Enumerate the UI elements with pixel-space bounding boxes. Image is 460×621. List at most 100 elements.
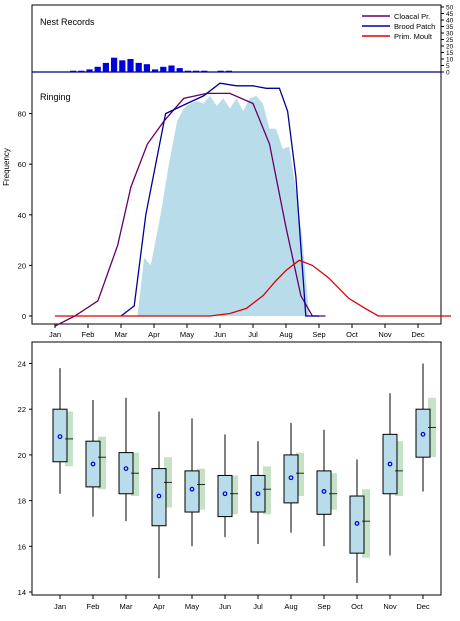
- mean-marker-sep: [321, 489, 327, 494]
- nest-y-tick-label: 10: [446, 57, 454, 64]
- ringing-title: Ringing: [40, 92, 71, 102]
- mean-marker-jun: [222, 491, 228, 497]
- mean-marker-aug: [288, 475, 294, 481]
- nest-bar-apr-4: [127, 59, 134, 72]
- nest-y-tick-label: 50: [446, 5, 454, 12]
- nest-y-tick-label: 15: [446, 50, 454, 57]
- mean-marker-apr: [156, 493, 162, 499]
- nest-y-tick-label: 20: [446, 44, 454, 51]
- nest-bar-jun-4: [193, 70, 200, 72]
- box-y-tick-label: 18: [18, 497, 26, 506]
- legend-label-moult: Prim. Moult: [394, 32, 433, 41]
- nest-bar-mar-3: [86, 69, 93, 72]
- range-bar-aug: [296, 452, 304, 497]
- range-bar-mar: [131, 452, 139, 497]
- ringing-y-tick-label: 60: [18, 160, 26, 169]
- mean-marker-jan: [57, 434, 63, 440]
- mean-marker-mar: [123, 466, 129, 472]
- mean-marker-may: [189, 486, 195, 492]
- bottom-month-label: Mar: [120, 602, 133, 611]
- box-y-tick-label: 22: [18, 405, 26, 414]
- legend-label-cloacal: Cloacal Pr.: [394, 12, 430, 21]
- bottom-month-label: Nov: [383, 602, 397, 611]
- nest-bar-may-2: [143, 64, 150, 72]
- range-bar-feb: [98, 436, 106, 490]
- ringing-axis: 0 20 40 60 80: [18, 110, 32, 321]
- bottom-month-label: Sep: [317, 602, 330, 611]
- nest-y-tick-label: 35: [446, 24, 454, 31]
- bottom-month-label: Feb: [87, 602, 100, 611]
- nest-bar-apr-3: [119, 60, 126, 72]
- nest-bar-may-4: [160, 66, 167, 72]
- legend-label-brood: Brood Patch: [394, 22, 435, 31]
- nest-bar-jul-1: [201, 70, 208, 72]
- ringing-y-tick-label: 80: [18, 110, 26, 119]
- box-axis: 14 16 18 20 22 24: [18, 360, 32, 597]
- range-bar-nov: [395, 441, 403, 497]
- bottom-month-label: Apr: [153, 602, 165, 611]
- top-month-label: Oct: [346, 330, 359, 339]
- nest-records-title: Nest Records: [40, 17, 95, 27]
- series-line-cloacal-pr: [54, 92, 326, 327]
- nest-bar-jun-2: [176, 68, 183, 72]
- top-month-label: Nov: [378, 330, 392, 339]
- nest-y-tick-label: 30: [446, 31, 454, 38]
- range-bar-jul: [263, 466, 271, 515]
- top-month-label: Jul: [248, 330, 258, 339]
- range-bar-may: [197, 468, 205, 510]
- box-jan: [52, 408, 68, 463]
- bottom-month-label: May: [185, 602, 199, 611]
- ringing-area: [137, 95, 343, 317]
- box-jul: [250, 474, 266, 513]
- ringing-y-tick-label: 0: [22, 312, 26, 321]
- range-bar-oct: [362, 489, 370, 558]
- nest-bar-jul-3: [217, 70, 224, 72]
- nest-bar-may-3: [152, 69, 159, 72]
- nest-bar-mar-1: [70, 70, 77, 72]
- nest-records-bars: [70, 57, 232, 72]
- box-feb: [85, 440, 101, 488]
- box-aug: [283, 454, 299, 504]
- mean-marker-jul: [255, 491, 261, 497]
- range-bar-jun: [230, 475, 238, 515]
- nest-bar-jun-3: [184, 70, 191, 72]
- box-plots: [52, 363, 436, 583]
- top-month-label: Sep: [312, 330, 325, 339]
- bottom-panel-frame: [31, 341, 442, 596]
- top-month-label: Aug: [279, 330, 292, 339]
- box-y-tick-label: 16: [18, 542, 26, 551]
- bottom-month-axis: Jan Feb Mar Apr May Jun Jul Aug Sep Oct Nov Dec: [54, 595, 430, 611]
- bottom-month-label: Dec: [416, 602, 430, 611]
- range-bar-sep: [329, 473, 337, 510]
- mean-marker-feb: [90, 461, 96, 467]
- top-month-axis: Jan Feb Mar Apr May Jun Jul Aug Sep Oct Nov Dec: [49, 324, 425, 339]
- box-y-tick-label: 20: [18, 451, 26, 460]
- bottom-month-label: Jul: [253, 602, 263, 611]
- bottom-month-label: Jan: [54, 602, 66, 611]
- top-month-label: Dec: [411, 330, 425, 339]
- ringing-y-tick-label: 20: [18, 261, 26, 270]
- mean-marker-oct: [354, 521, 360, 526]
- mean-marker-nov: [387, 461, 393, 467]
- nest-bar-mar-2: [78, 70, 85, 72]
- nest-bar-apr-1: [102, 62, 109, 72]
- box-y-tick-label: 14: [18, 588, 26, 597]
- box-sep: [316, 470, 332, 515]
- nest-bar-may-1: [135, 62, 142, 72]
- box-y-tick-label: 24: [18, 360, 26, 369]
- series-line-prim-moult: [55, 259, 451, 317]
- bottom-month-label: Oct: [351, 602, 364, 611]
- nest-bar-apr-2: [111, 57, 118, 72]
- box-nov: [382, 433, 398, 495]
- top-month-label: Feb: [82, 330, 95, 339]
- top-month-label: Jun: [214, 330, 226, 339]
- top-month-label: Mar: [115, 330, 128, 339]
- ringing-lines: [54, 82, 451, 327]
- bottom-month-label: Jun: [219, 602, 231, 611]
- nest-bar-jun-1: [168, 65, 175, 72]
- nest-y-tick-label: 5: [446, 63, 450, 70]
- nest-y-tick-label: 45: [446, 11, 454, 18]
- mean-marker-dec: [420, 431, 426, 437]
